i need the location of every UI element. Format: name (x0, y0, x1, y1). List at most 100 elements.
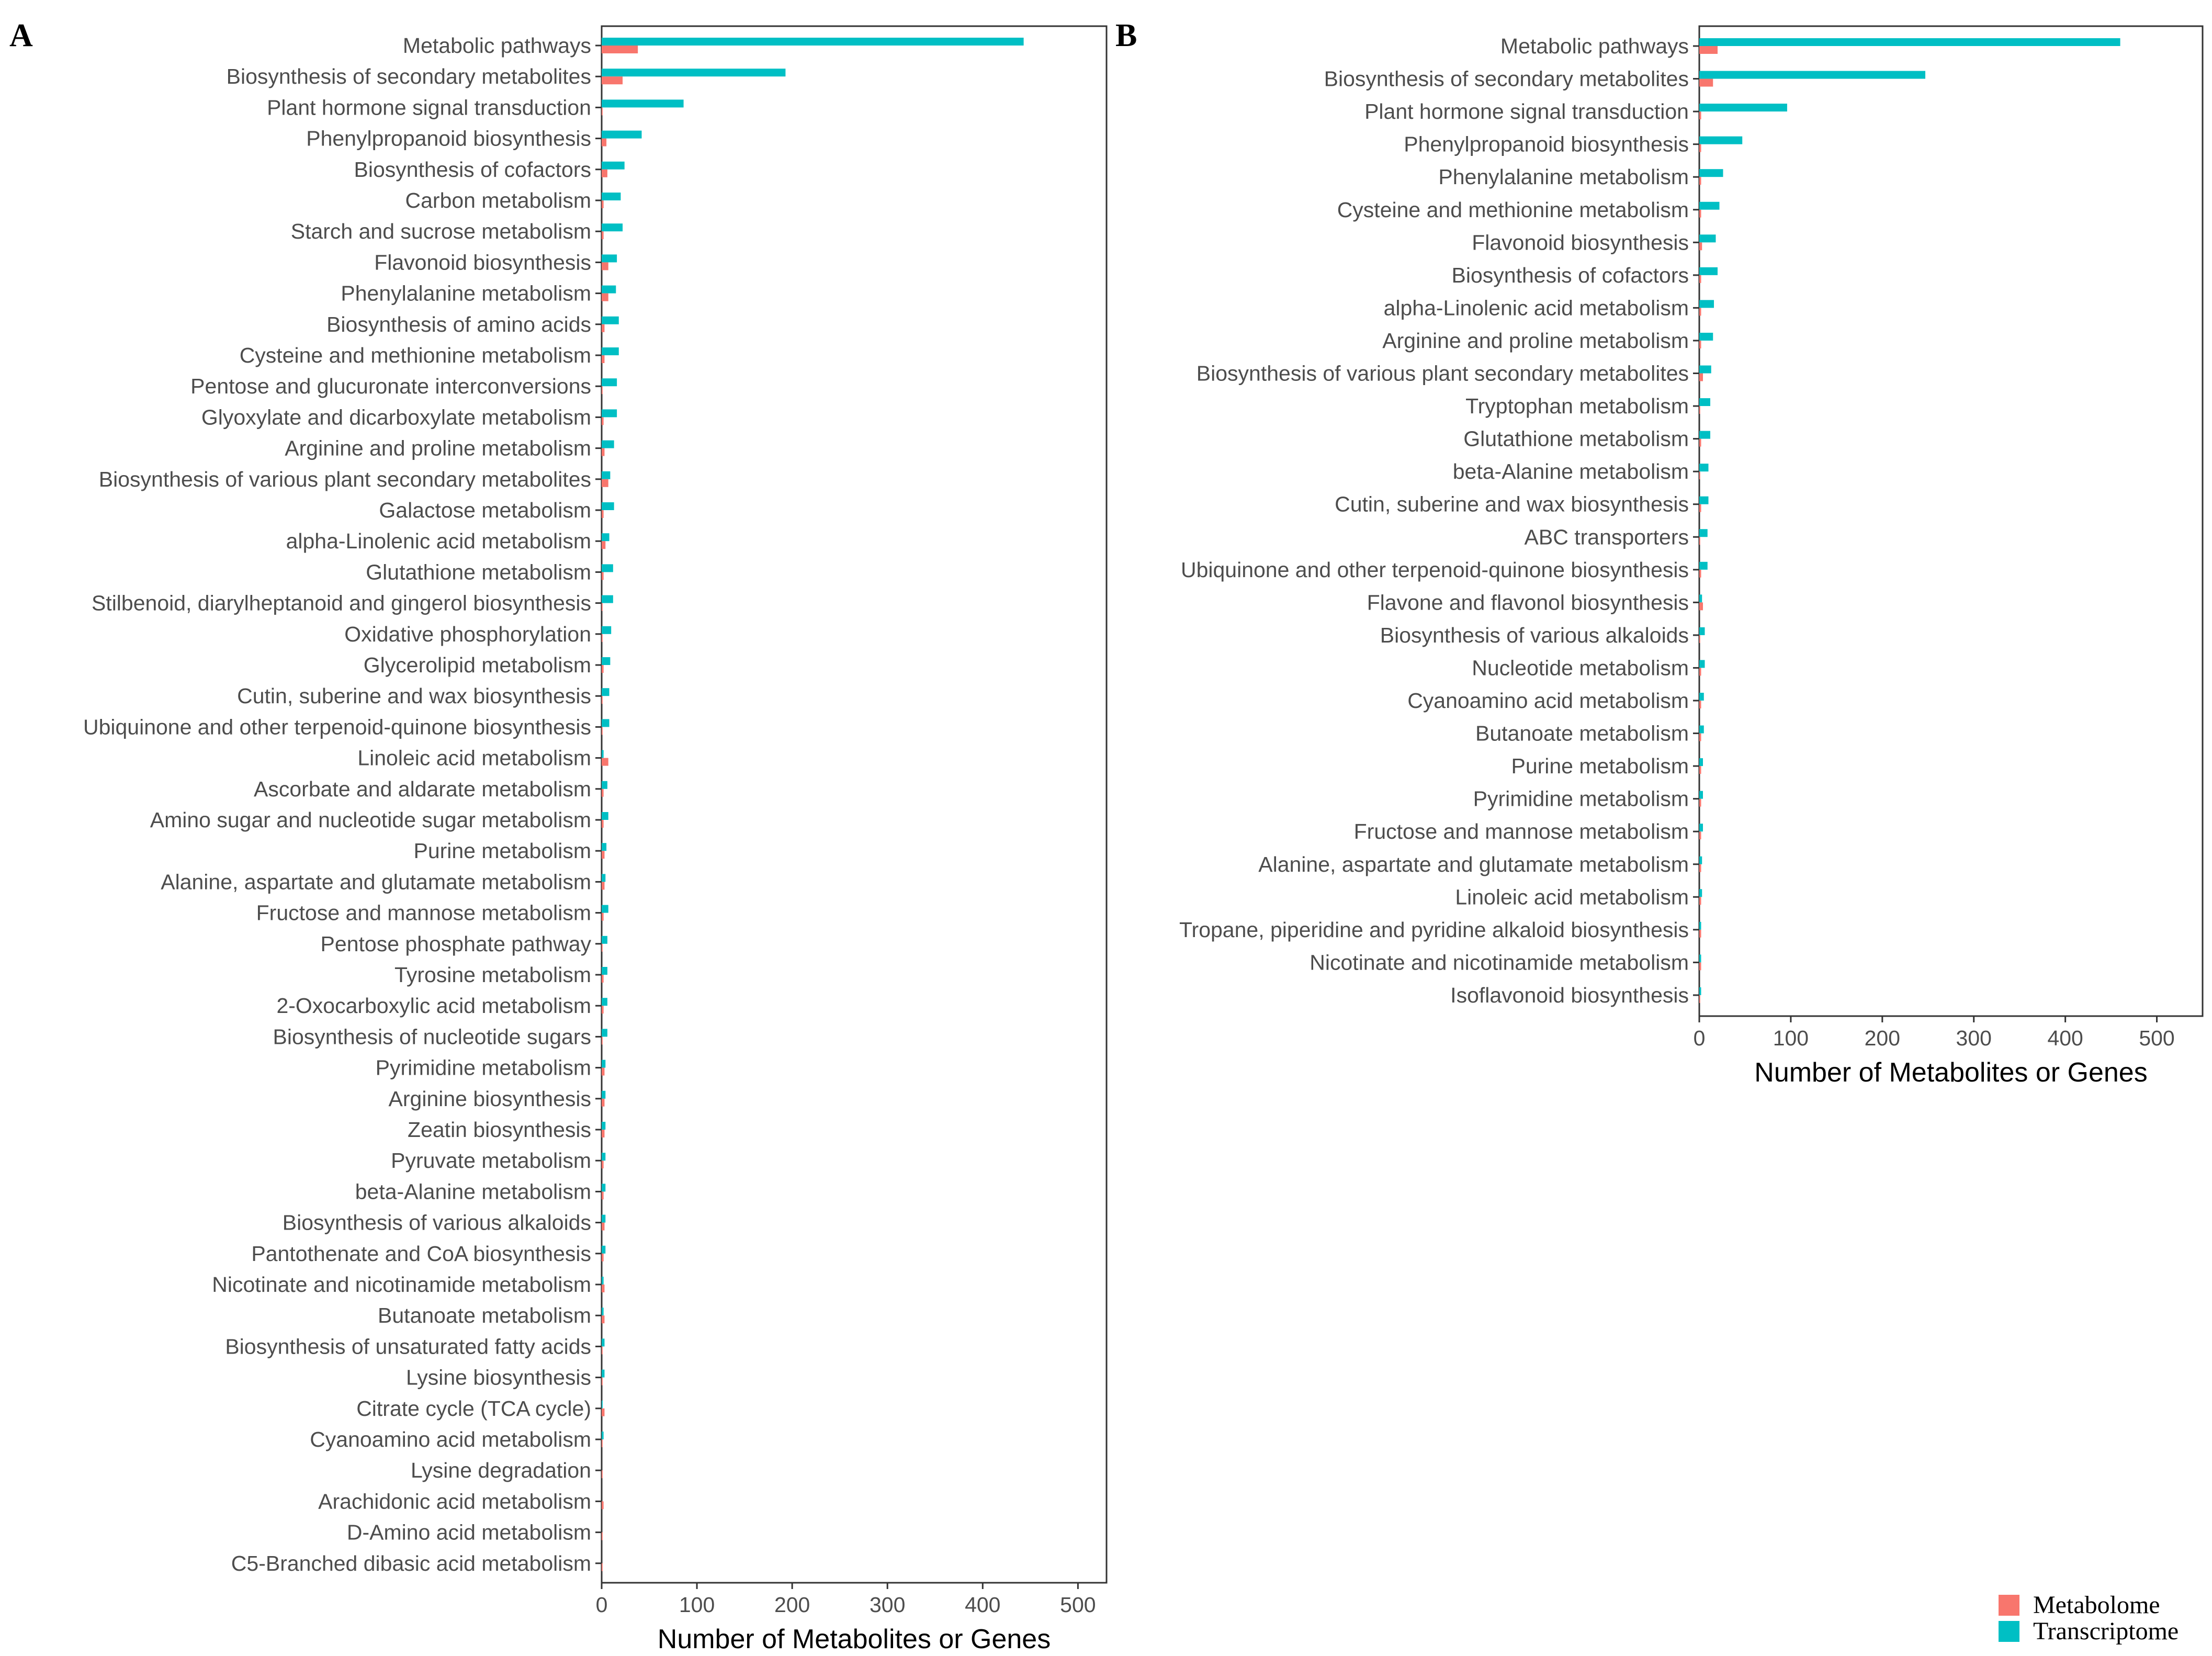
panel-a-category-label: Pentose phosphate pathway (321, 932, 592, 956)
panel-a-bar-transcriptome (602, 967, 607, 975)
panel-b-xtick-label: 100 (1773, 1026, 1809, 1050)
panel-a-bar-metabolome (602, 1067, 605, 1076)
panel-b-category-label: Nucleotide metabolism (1472, 656, 1689, 680)
panel-a-xtick-label: 0 (596, 1593, 608, 1617)
panel-a-bar-metabolome (602, 1563, 603, 1571)
panel-b-bar-metabolome (1699, 569, 1701, 578)
panel-b-bar-transcriptome (1699, 431, 1710, 439)
panel-b-bar-transcriptome (1699, 267, 1718, 275)
panel-b-category-label: Cyanoamino acid metabolism (1407, 689, 1689, 713)
panel-a-bar-metabolome (602, 913, 604, 921)
panel-b-bar-transcriptome (1699, 38, 2120, 46)
panel-b-xtick-label: 300 (1956, 1026, 1992, 1050)
panel-a-bar-transcriptome (602, 1122, 606, 1130)
panel-b-category-label: Biosynthesis of various plant secondary … (1197, 362, 1689, 386)
panel-a-bar-transcriptome (602, 69, 786, 77)
panel-b-category-label: Linoleic acid metabolism (1455, 885, 1689, 909)
panel-a-bar-metabolome (602, 1037, 603, 1045)
panel-a-bar-metabolome (602, 1470, 603, 1479)
panel-a-bar-transcriptome (602, 595, 613, 603)
panel-b-category-label: Pyrimidine metabolism (1473, 787, 1689, 811)
panel-a-category-label: Citrate cycle (TCA cycle) (356, 1396, 591, 1421)
panel-b-xtick-label: 400 (2047, 1026, 2083, 1050)
panel-a-bar-transcriptome (602, 502, 614, 510)
panel-b-bar-metabolome (1699, 929, 1701, 938)
panel-b-bar-metabolome (1699, 111, 1701, 120)
panel-b-category-label: Glutathione metabolism (1463, 427, 1689, 451)
panel-a-bar-transcriptome (602, 38, 1024, 46)
panel-b-bar-transcriptome (1699, 660, 1705, 668)
panel-a-bar-transcriptome (602, 626, 612, 634)
panel-a-bar-metabolome (602, 1377, 603, 1385)
panel-b-category-label: Biosynthesis of secondary metabolites (1324, 67, 1689, 91)
panel-a-chart: Metabolic pathways Biosynthesis of second… (83, 25, 1108, 1654)
panel-b-bar-transcriptome (1699, 725, 1704, 734)
panel-b-bar-metabolome (1699, 275, 1701, 283)
panel-a-bar-metabolome (602, 1130, 605, 1137)
panel-b-category-label: Tryptophan metabolism (1465, 394, 1689, 418)
panel-b-bar-metabolome (1699, 995, 1700, 1003)
panel-a-bar-metabolome (602, 975, 604, 983)
panel-a-bar-metabolome (602, 727, 603, 735)
panel-b-bar-transcriptome (1699, 398, 1710, 407)
panel-a-category-label: Glyoxylate and dicarboxylate metabolism (201, 405, 591, 429)
panel-a-category-label: Zeatin biosynthesis (408, 1118, 591, 1142)
panel-a-category-label: Ascorbate and aldarate metabolism (254, 777, 591, 801)
panel-a-bar-transcriptome (602, 905, 608, 913)
panel-a-bar-transcriptome (602, 378, 617, 387)
panel-b-bar-metabolome (1699, 471, 1700, 480)
panel-a-xtick-label: 400 (965, 1593, 1000, 1617)
panel-a-category-label: 2-Oxocarboxylic acid metabolism (276, 994, 591, 1018)
panel-a-bar-metabolome (602, 293, 608, 301)
panel-a-bar-metabolome (602, 76, 623, 85)
panel-a-xtick-label: 200 (774, 1593, 810, 1617)
panel-b-bar-transcriptome (1699, 758, 1703, 767)
panel-a-bar-transcriptome (602, 1184, 606, 1192)
panel-a-letter: A (9, 18, 33, 53)
legend-swatch-metabolome (1999, 1595, 2019, 1616)
panel-a-bar-metabolome (602, 788, 604, 797)
panel-b-bar-transcriptome (1699, 201, 1720, 210)
panel-a-bar-metabolome (602, 572, 604, 580)
panel-a-category-label: alpha-Linolenic acid metabolism (286, 529, 591, 553)
panel-a-category-label: Pentose and glucuronate interconversions (190, 374, 591, 398)
panel-a-category-label: Galactose metabolism (379, 498, 591, 522)
panel-b-category-label: Ubiquinone and other terpenoid-quinone b… (1181, 558, 1689, 582)
panel-b-bar-transcriptome (1699, 791, 1703, 799)
panel-b-category-label: Arginine and proline metabolism (1382, 329, 1689, 353)
panel-a-category-label: Lysine degradation (411, 1458, 591, 1482)
panel-a-category-label: beta-Alanine metabolism (355, 1179, 591, 1203)
panel-a-bar-transcriptome (602, 874, 606, 882)
panel-a-bar-metabolome (602, 541, 606, 549)
panel-a-bar-transcriptome (602, 193, 621, 200)
panel-a-category-label: Flavonoid biosynthesis (374, 250, 591, 274)
panel-a-bar-metabolome (602, 820, 604, 828)
panel-b-bar-metabolome (1699, 373, 1703, 381)
panel-a-category-label: Fructose and mannose metabolism (256, 901, 591, 925)
panel-b-category-label: Biosynthesis of various alkaloids (1380, 623, 1689, 647)
panel-a-category-label: Biosynthesis of various plant secondary … (99, 467, 591, 491)
panel-b-bar-metabolome (1699, 798, 1701, 807)
panel-b-bar-metabolome (1699, 766, 1701, 774)
panel-a-category-label: D-Amino acid metabolism (347, 1520, 591, 1545)
panel-b-bar-transcriptome (1699, 136, 1743, 144)
panel-a-bar-transcriptome (602, 812, 608, 820)
panel-a-bar-metabolome (602, 1006, 604, 1014)
panel-a-bar-transcriptome (602, 440, 614, 448)
panel-b-bar-transcriptome (1699, 234, 1716, 243)
panel-a-category-label: Alanine, aspartate and glutamate metabol… (161, 870, 591, 894)
panel-a-bar-transcriptome (602, 750, 604, 758)
panel-a-frame (601, 25, 1108, 1584)
panel-a-category-label: Glutathione metabolism (366, 560, 591, 584)
panel-a-bar-metabolome (602, 324, 605, 332)
panel-a-bar-transcriptome (602, 1214, 606, 1223)
panel-b-bar-metabolome (1699, 635, 1700, 643)
panel-b-category-label: Biosynthesis of cofactors (1452, 263, 1689, 287)
panel-a-category-label: Biosynthesis of secondary metabolites (227, 64, 591, 88)
panel-a-bar-metabolome (602, 1285, 605, 1292)
panel-a-bar-transcriptome (602, 1369, 605, 1378)
panel-a-bar-metabolome (602, 851, 605, 859)
panel-a-bar-metabolome (602, 1315, 605, 1324)
panel-b-bar-metabolome (1699, 406, 1700, 414)
panel-b-bar-transcriptome (1699, 954, 1701, 963)
